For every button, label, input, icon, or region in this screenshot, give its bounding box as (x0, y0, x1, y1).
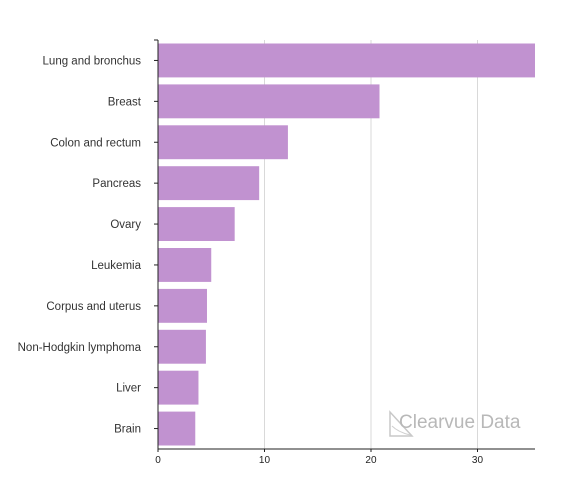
x-tick-labels: 0 10 20 30 (155, 455, 483, 466)
category-label: Breast (108, 96, 142, 108)
category-label: Liver (116, 383, 141, 395)
category-label: Ovary (110, 219, 141, 231)
watermark-logo-icon (389, 410, 414, 437)
x-tick-label: 30 (472, 455, 484, 466)
x-tick-label: 0 (155, 455, 161, 466)
category-label: Leukemia (91, 260, 141, 272)
bar-breast (158, 84, 380, 119)
axes (154, 39, 535, 452)
x-tick-label: 20 (365, 455, 377, 466)
category-label: Colon and rectum (50, 137, 141, 149)
x-tick-label: 10 (259, 455, 271, 466)
bar-lung-and-bronchus (158, 43, 535, 78)
bars (158, 43, 535, 446)
bar-pancreas (158, 166, 260, 201)
category-label: Brain (114, 424, 141, 436)
category-label: Lung and bronchus (43, 55, 142, 67)
bar-non-hodgkin-lymphoma (158, 329, 206, 364)
watermark-text: Clearvue Data (399, 412, 521, 433)
category-label: Pancreas (92, 178, 141, 190)
bar-corpus-and-uterus (158, 288, 207, 323)
watermark: Clearvue Data (389, 410, 521, 437)
bar-liver (158, 370, 199, 405)
category-label: Non-Hodgkin lymphoma (18, 342, 142, 354)
category-labels: Lung and bronchus Breast Colon and rectum P… (18, 55, 142, 435)
bar-colon-and-rectum (158, 125, 288, 160)
bar-ovary (158, 207, 235, 241)
category-label: Corpus and uterus (46, 301, 141, 313)
watermark-logo-curve (391, 425, 411, 436)
bar-brain (158, 411, 196, 446)
bar-leukemia (158, 248, 212, 282)
